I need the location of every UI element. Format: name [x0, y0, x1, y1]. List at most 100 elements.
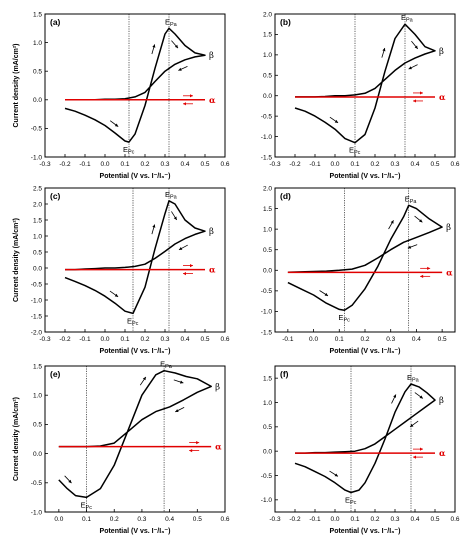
scan-arrow-after-peakhead [419, 395, 423, 399]
y-tick-label: -0.5 [261, 113, 273, 120]
y-axis-label: Current density (mA/cm²) [13, 43, 20, 127]
x-tick-label: -0.1 [309, 516, 321, 523]
x-tick-label: -0.1 [309, 161, 321, 168]
y-tick-label: 2.5 [33, 185, 42, 192]
panel-label: (b) [280, 17, 291, 27]
y-tick-label: 1.0 [263, 226, 272, 233]
x-tick-label: 0.0 [100, 336, 109, 343]
scan-arrow-cathodichead [114, 293, 119, 297]
epc-label: EPc [81, 500, 93, 511]
x-tick-label: 0.1 [120, 161, 129, 168]
x-tick-label: 0.4 [410, 161, 419, 168]
scan-arrow-anodichead [390, 220, 394, 224]
x-tick-label: 0.1 [350, 516, 359, 523]
y-tick-label: 1.5 [33, 217, 42, 224]
y-tick-label: 1.5 [33, 11, 42, 18]
y-tick-label: -2.0 [31, 329, 43, 336]
y-tick-label: -1.5 [261, 154, 273, 161]
y-tick-label: 2.0 [263, 11, 272, 18]
x-tick-label: 0.3 [386, 336, 395, 343]
x-axis-label: Potential (V vs. I⁻/I₃⁻) [100, 528, 171, 535]
scan-arrow-returnhead [178, 246, 183, 250]
x-axis-label: Potential (V vs. I⁻/I₃⁻) [330, 528, 401, 535]
epa-label: EPa [165, 17, 178, 28]
x-tick-label: 0.6 [220, 161, 229, 168]
y-tick-label: -1.0 [261, 497, 273, 504]
scan-arrow-after-peakhead [174, 44, 179, 49]
y-tick-label: 0.5 [263, 73, 272, 80]
y-tick-label: 1.5 [263, 375, 272, 382]
y-tick-label: -1.0 [261, 309, 273, 316]
alpha-reverse-arrowhead [189, 448, 193, 453]
x-tick-label: 0.4 [165, 516, 174, 523]
alpha-reverse-arrowhead [183, 272, 186, 276]
x-tick-label: 0.4 [410, 516, 419, 523]
x-tick-label: 0.5 [430, 516, 439, 523]
alpha-label: α [209, 266, 216, 276]
alpha-reverse-arrowhead [413, 99, 416, 103]
chart-panel-5: 0.0 0.1 0.2 0.3 0.4 0.5 0.6 -1.0 -0.5 0.0 0.5 1.0 1.… [13, 360, 230, 535]
y-tick-label: 0.0 [263, 268, 272, 275]
y-tick-label: 0.0 [263, 448, 272, 455]
x-tick-label: 0.5 [200, 336, 209, 343]
y-tick-label: -1.5 [31, 313, 43, 320]
x-tick-label: 0.1 [350, 161, 359, 168]
y-tick-label: 0.0 [263, 93, 272, 100]
x-tick-label: 0.3 [390, 161, 399, 168]
scan-arrow-cathodichead [324, 292, 328, 296]
scan-arrow-anodichead [152, 224, 156, 228]
y-tick-label: 2.0 [263, 185, 272, 192]
epc-label: EPc [127, 316, 139, 327]
x-tick-label: 0.3 [137, 516, 146, 523]
epc-label: EPc [123, 145, 135, 156]
x-axis-label: Potential (V vs. I⁻/I₃⁻) [100, 173, 171, 180]
x-tick-label: 0.4 [412, 336, 421, 343]
scan-arrow-returnhead [407, 245, 412, 249]
x-tick-label: 0.2 [370, 516, 379, 523]
y-tick-label: 1.0 [263, 52, 272, 59]
scan-arrow-returnhead [408, 66, 412, 70]
alpha-label: α [209, 96, 216, 106]
x-tick-label: 0.5 [200, 161, 209, 168]
alpha-forward-arrowhead [420, 447, 423, 451]
panel-label: (e) [50, 369, 61, 379]
y-tick-label: 2.0 [33, 201, 42, 208]
y-tick-label: 0.0 [33, 97, 42, 104]
x-tick-label: 0.1 [120, 336, 129, 343]
x-tick-label: 0.4 [180, 336, 189, 343]
alpha-forward-arrowhead [190, 264, 193, 268]
epa-label: EPa [165, 190, 178, 201]
x-tick-label: 0.3 [160, 336, 169, 343]
y-tick-label: -0.5 [261, 288, 273, 295]
x-tick-label: 0.0 [330, 161, 339, 168]
series-beta-line [64, 200, 206, 315]
x-tick-label: 0.2 [140, 336, 149, 343]
x-tick-label: 0.2 [360, 336, 369, 343]
x-tick-label: -0.2 [59, 161, 71, 168]
y-tick-label: 0.0 [33, 451, 42, 458]
y-tick-label: -0.5 [31, 281, 43, 288]
plot-frame [274, 365, 456, 513]
x-tick-label: 0.6 [220, 336, 229, 343]
beta-label: β [439, 47, 444, 57]
epa-label: EPa [401, 13, 414, 24]
y-axis-label: Current density (mA/cm²) [13, 218, 20, 302]
x-tick-label: 0.0 [309, 336, 318, 343]
plot-frame [44, 365, 226, 513]
x-tick-label: -0.2 [289, 516, 301, 523]
beta-label: β [209, 51, 214, 61]
epa-label: EPa [405, 194, 418, 205]
scan-arrow-after-peakhead [180, 380, 184, 384]
x-tick-label: 0.3 [390, 516, 399, 523]
alpha-label: α [215, 443, 222, 453]
scan-arrow-cathodichead [334, 473, 338, 477]
series-beta-line [287, 204, 443, 311]
y-tick-label: 1.0 [33, 40, 42, 47]
epa-label: EPa [407, 373, 420, 384]
y-tick-label: 1.0 [33, 393, 42, 400]
y-tick-label: 1.5 [263, 206, 272, 213]
x-tick-label: 0.3 [160, 161, 169, 168]
scan-arrow-anodichead [142, 376, 146, 381]
panel-label: (c) [50, 191, 61, 201]
x-tick-label: 0.6 [220, 516, 229, 523]
